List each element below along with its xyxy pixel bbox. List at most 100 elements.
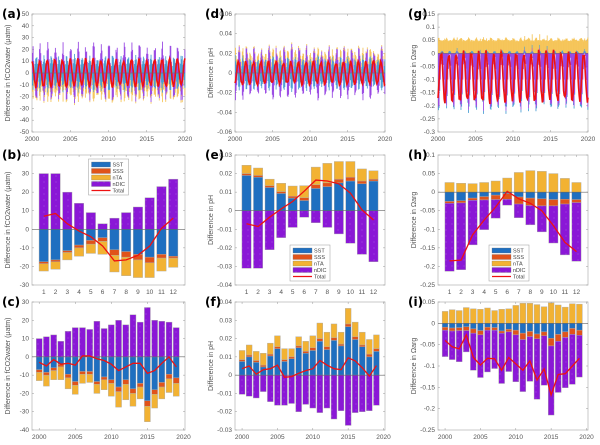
- series-nDIC-bar: [352, 58, 354, 73]
- series-nTA-bar: [544, 39, 546, 54]
- series-SST-bar: [100, 73, 102, 86]
- series-nDIC-bar: [347, 73, 349, 100]
- bar-nTA: [79, 374, 86, 384]
- bar-SST: [526, 323, 534, 332]
- series-nDIC-bar: [300, 58, 301, 73]
- bar-SSS: [540, 331, 548, 336]
- series-SST-bar: [89, 55, 91, 73]
- panel-label: (f): [205, 295, 221, 309]
- series-nTA-bar: [169, 84, 170, 90]
- legend-swatch-SSS: [491, 254, 512, 260]
- series-SST-bar: [376, 61, 378, 73]
- series-SST-bar: [269, 73, 271, 87]
- bar-nTA: [151, 394, 158, 409]
- bar-nTA: [316, 322, 323, 339]
- bar-nTA: [576, 303, 583, 324]
- series-SST-bar: [306, 73, 308, 91]
- series-nTA-bar: [248, 59, 250, 65]
- series-nDIC-bar: [474, 53, 476, 100]
- series-nDIC-bar: [169, 55, 170, 73]
- bar-nTA: [334, 161, 344, 180]
- series-nTA-bar: [557, 37, 559, 54]
- series-nDIC-bar: [479, 52, 481, 54]
- series-nTA-bar: [517, 41, 519, 52]
- series-SST-bar: [458, 51, 459, 54]
- series-nTA-bar: [438, 37, 440, 54]
- bar-nTA: [505, 308, 512, 324]
- series-SST-bar: [237, 73, 239, 81]
- series-nDIC-bar: [556, 53, 558, 91]
- series-nTA-bar: [235, 47, 236, 56]
- x-tick-label: 2020: [579, 434, 594, 441]
- series-nTA-bar: [547, 41, 549, 52]
- series-nTA-bar: [539, 34, 541, 45]
- series-nTA-bar: [574, 40, 576, 54]
- bar-nTA: [264, 178, 275, 186]
- series-nDIC-bar: [494, 53, 496, 57]
- series-nTA-bar: [496, 39, 498, 54]
- series-nDIC-bar: [285, 58, 286, 73]
- series-Total-line: [43, 212, 174, 262]
- series-nDIC-bar: [303, 73, 305, 85]
- series-nDIC-bar: [502, 53, 504, 57]
- series-nTA-bar: [524, 40, 526, 52]
- series-SST-bar: [47, 73, 49, 89]
- bar-SSS: [316, 338, 323, 342]
- series-nTA-bar: [506, 39, 508, 54]
- y-tick-label: -20: [20, 390, 30, 397]
- bar-nDIC: [316, 374, 323, 413]
- bar-nDIC: [310, 210, 321, 223]
- series-nTA-bar: [494, 40, 496, 52]
- series-nDIC-bar: [519, 53, 521, 105]
- series-nTA-bar: [174, 88, 176, 93]
- bar-nTA: [513, 172, 524, 193]
- series-SST-bar: [283, 73, 285, 89]
- series-nTA-bar: [131, 92, 133, 102]
- series-nDIC-bar: [93, 42, 95, 73]
- series-nTA-bar: [378, 54, 380, 61]
- series-SST-bar: [486, 51, 488, 54]
- bar-nDIC: [368, 210, 379, 262]
- series-nTA-bar: [63, 84, 65, 91]
- series-nDIC-bar: [382, 59, 384, 73]
- series-nTA-bar: [109, 79, 111, 85]
- series-nDIC-bar: [269, 52, 271, 73]
- series-SST-bar: [147, 73, 149, 86]
- series-nTA-bar: [527, 39, 529, 54]
- series-nTA-bar: [67, 92, 68, 94]
- series-SST-bar: [346, 58, 348, 73]
- bar-nDIC: [491, 329, 498, 369]
- series-nTA-bar: [575, 40, 577, 52]
- series-SST-bar: [550, 104, 552, 108]
- series-nTA-bar: [311, 60, 313, 66]
- series-SST-bar: [515, 51, 517, 54]
- series-nTA-bar: [491, 38, 493, 54]
- series-nTA-bar: [516, 41, 518, 52]
- bar-nDIC: [165, 321, 173, 358]
- series-nDIC-bar: [62, 42, 64, 73]
- y-tick-label: 0.02: [219, 50, 232, 57]
- x-tick-label: 7: [314, 289, 318, 296]
- series-SST-bar: [335, 73, 336, 81]
- series-SST-bar: [272, 55, 274, 73]
- bar-SST: [38, 229, 49, 262]
- y-tick-label: 40: [22, 152, 30, 159]
- bar-SSS: [260, 364, 267, 368]
- series-nTA-bar: [65, 86, 67, 91]
- series-nTA-bar: [245, 46, 247, 49]
- series-nTA-bar: [383, 61, 385, 66]
- series-SST-bar: [305, 73, 306, 82]
- series-nTA-bar: [561, 40, 563, 51]
- bar-nDIC: [571, 202, 582, 262]
- bar-SSS: [571, 199, 582, 203]
- series-nTA-bar: [268, 44, 270, 47]
- series-nDIC-bar: [280, 73, 282, 92]
- series-nTA-bar: [313, 50, 315, 53]
- series-nTA-bar: [260, 57, 261, 61]
- series-nTA-bar: [440, 39, 442, 52]
- series-nDIC-bar: [378, 73, 380, 86]
- series-nDIC-bar: [58, 73, 60, 100]
- series-nTA-bar: [443, 40, 445, 54]
- series-nDIC-bar: [474, 53, 476, 90]
